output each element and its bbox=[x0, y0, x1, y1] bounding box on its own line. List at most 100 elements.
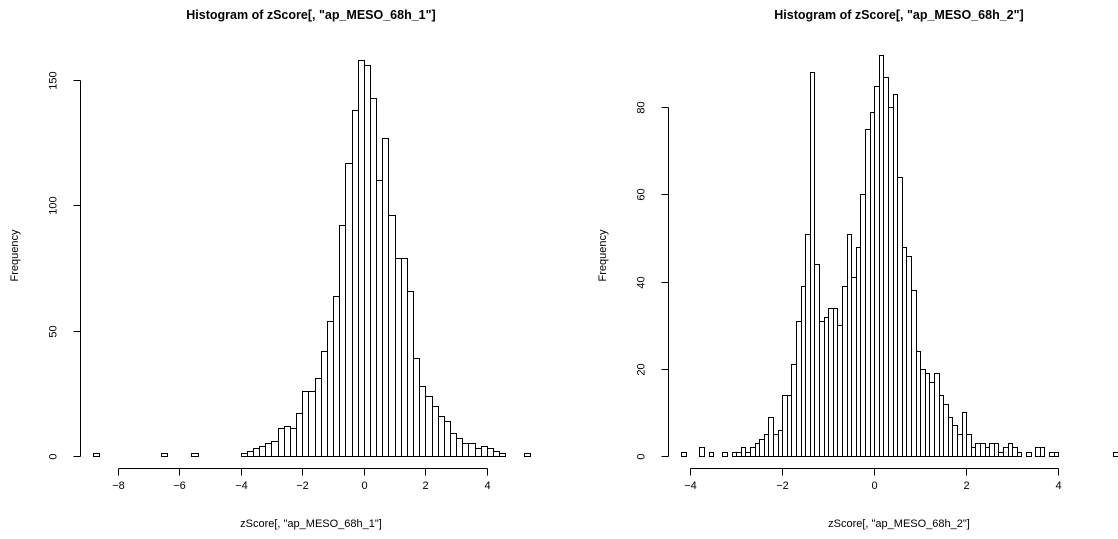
histogram-bar bbox=[425, 396, 433, 457]
histogram-bar bbox=[971, 447, 976, 457]
histogram-bar bbox=[943, 404, 949, 457]
histogram-bar bbox=[191, 453, 199, 457]
histogram-bar bbox=[345, 163, 353, 457]
histogram-bar bbox=[782, 395, 788, 457]
y-tick-label: 80 bbox=[636, 101, 648, 113]
histogram-panel-1: Histogram of zScore[, "ap_MESO_68h_1"] −8… bbox=[9, 8, 531, 530]
histogram-bar bbox=[828, 308, 834, 457]
histogram-bar bbox=[925, 373, 930, 457]
y-tick-label: 20 bbox=[636, 363, 648, 375]
x-tick-label: 0 bbox=[361, 480, 367, 492]
y-tick-label: 100 bbox=[48, 196, 60, 214]
x-tick-label: 2 bbox=[422, 480, 428, 492]
x-tick-label: 4 bbox=[1055, 480, 1061, 492]
histogram-bar bbox=[1049, 452, 1055, 457]
histogram-bar bbox=[407, 291, 414, 457]
histogram-bar bbox=[456, 438, 463, 457]
histogram-bar bbox=[1026, 452, 1032, 457]
histogram-bar bbox=[1008, 443, 1013, 457]
histogram-bar bbox=[709, 452, 714, 457]
histogram-bar bbox=[948, 417, 953, 457]
histogram-bar bbox=[989, 443, 995, 457]
y-axis-label: Frequency bbox=[9, 229, 21, 281]
histogram-bar bbox=[750, 447, 756, 457]
histogram-bar bbox=[768, 417, 774, 457]
histogram-bar bbox=[814, 264, 820, 457]
histogram-bar bbox=[787, 395, 792, 457]
histogram-bar bbox=[791, 364, 797, 457]
histogram-bar bbox=[284, 426, 291, 457]
histogram-bar bbox=[920, 369, 926, 457]
y-tick-label: 0 bbox=[636, 453, 648, 459]
histogram-bar bbox=[259, 446, 266, 457]
histogram-bar bbox=[819, 321, 825, 457]
histogram-panel-2: Histogram of zScore[, "ap_MESO_68h_2"] −4… bbox=[597, 8, 1118, 530]
y-tick-label: 150 bbox=[48, 71, 60, 89]
histogram-bar bbox=[681, 452, 687, 457]
x-tick-label: −4 bbox=[684, 480, 697, 492]
histogram-bar bbox=[382, 138, 389, 457]
x-tick-label: 0 bbox=[871, 480, 877, 492]
histogram-bar bbox=[745, 452, 751, 457]
histogram-bar bbox=[847, 234, 852, 457]
histogram-bar bbox=[741, 447, 746, 457]
x-tick-label: −4 bbox=[235, 480, 248, 492]
histogram-bar bbox=[893, 94, 898, 457]
histogram-bar bbox=[755, 443, 760, 457]
histogram-bar bbox=[1054, 452, 1059, 457]
histogram-bar bbox=[321, 351, 328, 457]
histogram-bar bbox=[499, 453, 506, 457]
histogram-bar bbox=[906, 256, 912, 457]
x-tick-label: −2 bbox=[776, 480, 789, 492]
x-tick-label: 4 bbox=[484, 480, 490, 492]
histogram-bar bbox=[450, 433, 457, 457]
histogram-bar bbox=[339, 225, 346, 457]
x-tick-label: −8 bbox=[112, 480, 125, 492]
histogram-bar bbox=[1035, 447, 1041, 457]
y-tick-label: 60 bbox=[636, 188, 648, 200]
histogram-bar bbox=[929, 382, 935, 457]
histogram-bar bbox=[376, 180, 383, 457]
histogram-bar bbox=[870, 112, 875, 457]
histogram-bar bbox=[524, 453, 531, 457]
chart-title: Histogram of zScore[, "ap_MESO_68h_1"] bbox=[186, 8, 435, 22]
histogram-bar bbox=[722, 452, 728, 457]
histogram-bar bbox=[980, 443, 986, 457]
histogram-bar bbox=[93, 453, 100, 457]
histogram-bar bbox=[1003, 447, 1009, 457]
histogram-bar bbox=[444, 421, 451, 457]
histogram-bar bbox=[952, 425, 958, 457]
histogram-bar bbox=[916, 351, 921, 457]
histogram-bar bbox=[856, 247, 861, 457]
histogram-bar bbox=[860, 194, 866, 457]
histogram-bar bbox=[395, 258, 402, 457]
histogram-bar bbox=[902, 247, 907, 457]
histogram-bar bbox=[962, 412, 967, 457]
histogram-bar bbox=[413, 358, 420, 457]
histogram-bar bbox=[842, 286, 848, 457]
histogram-bar bbox=[699, 447, 705, 457]
histogram-bar bbox=[998, 452, 1004, 457]
histogram-bar bbox=[487, 448, 494, 457]
histogram-bar bbox=[888, 107, 894, 457]
histogram-bar bbox=[994, 443, 999, 457]
histogram-bar bbox=[327, 321, 334, 457]
histogram-bar bbox=[810, 72, 815, 457]
histogram-bar bbox=[358, 60, 365, 457]
histogram-bar bbox=[475, 448, 482, 457]
histogram-bar bbox=[879, 55, 884, 457]
histogram-bar bbox=[278, 428, 285, 457]
histogram-bar bbox=[161, 453, 168, 457]
histogram-bar bbox=[333, 296, 340, 457]
histogram-bar bbox=[805, 234, 811, 457]
y-tick-label: 50 bbox=[48, 325, 60, 337]
histogram-bar bbox=[290, 428, 297, 457]
histogram-bar bbox=[1040, 447, 1045, 457]
histogram-bar bbox=[796, 321, 802, 457]
x-axis-label: zScore[, "ap_MESO_68h_1"] bbox=[240, 518, 382, 530]
y-tick-label: 40 bbox=[636, 276, 648, 288]
histogram-bar bbox=[837, 325, 843, 457]
histogram-bar bbox=[352, 110, 359, 457]
histogram-bar bbox=[911, 290, 917, 457]
